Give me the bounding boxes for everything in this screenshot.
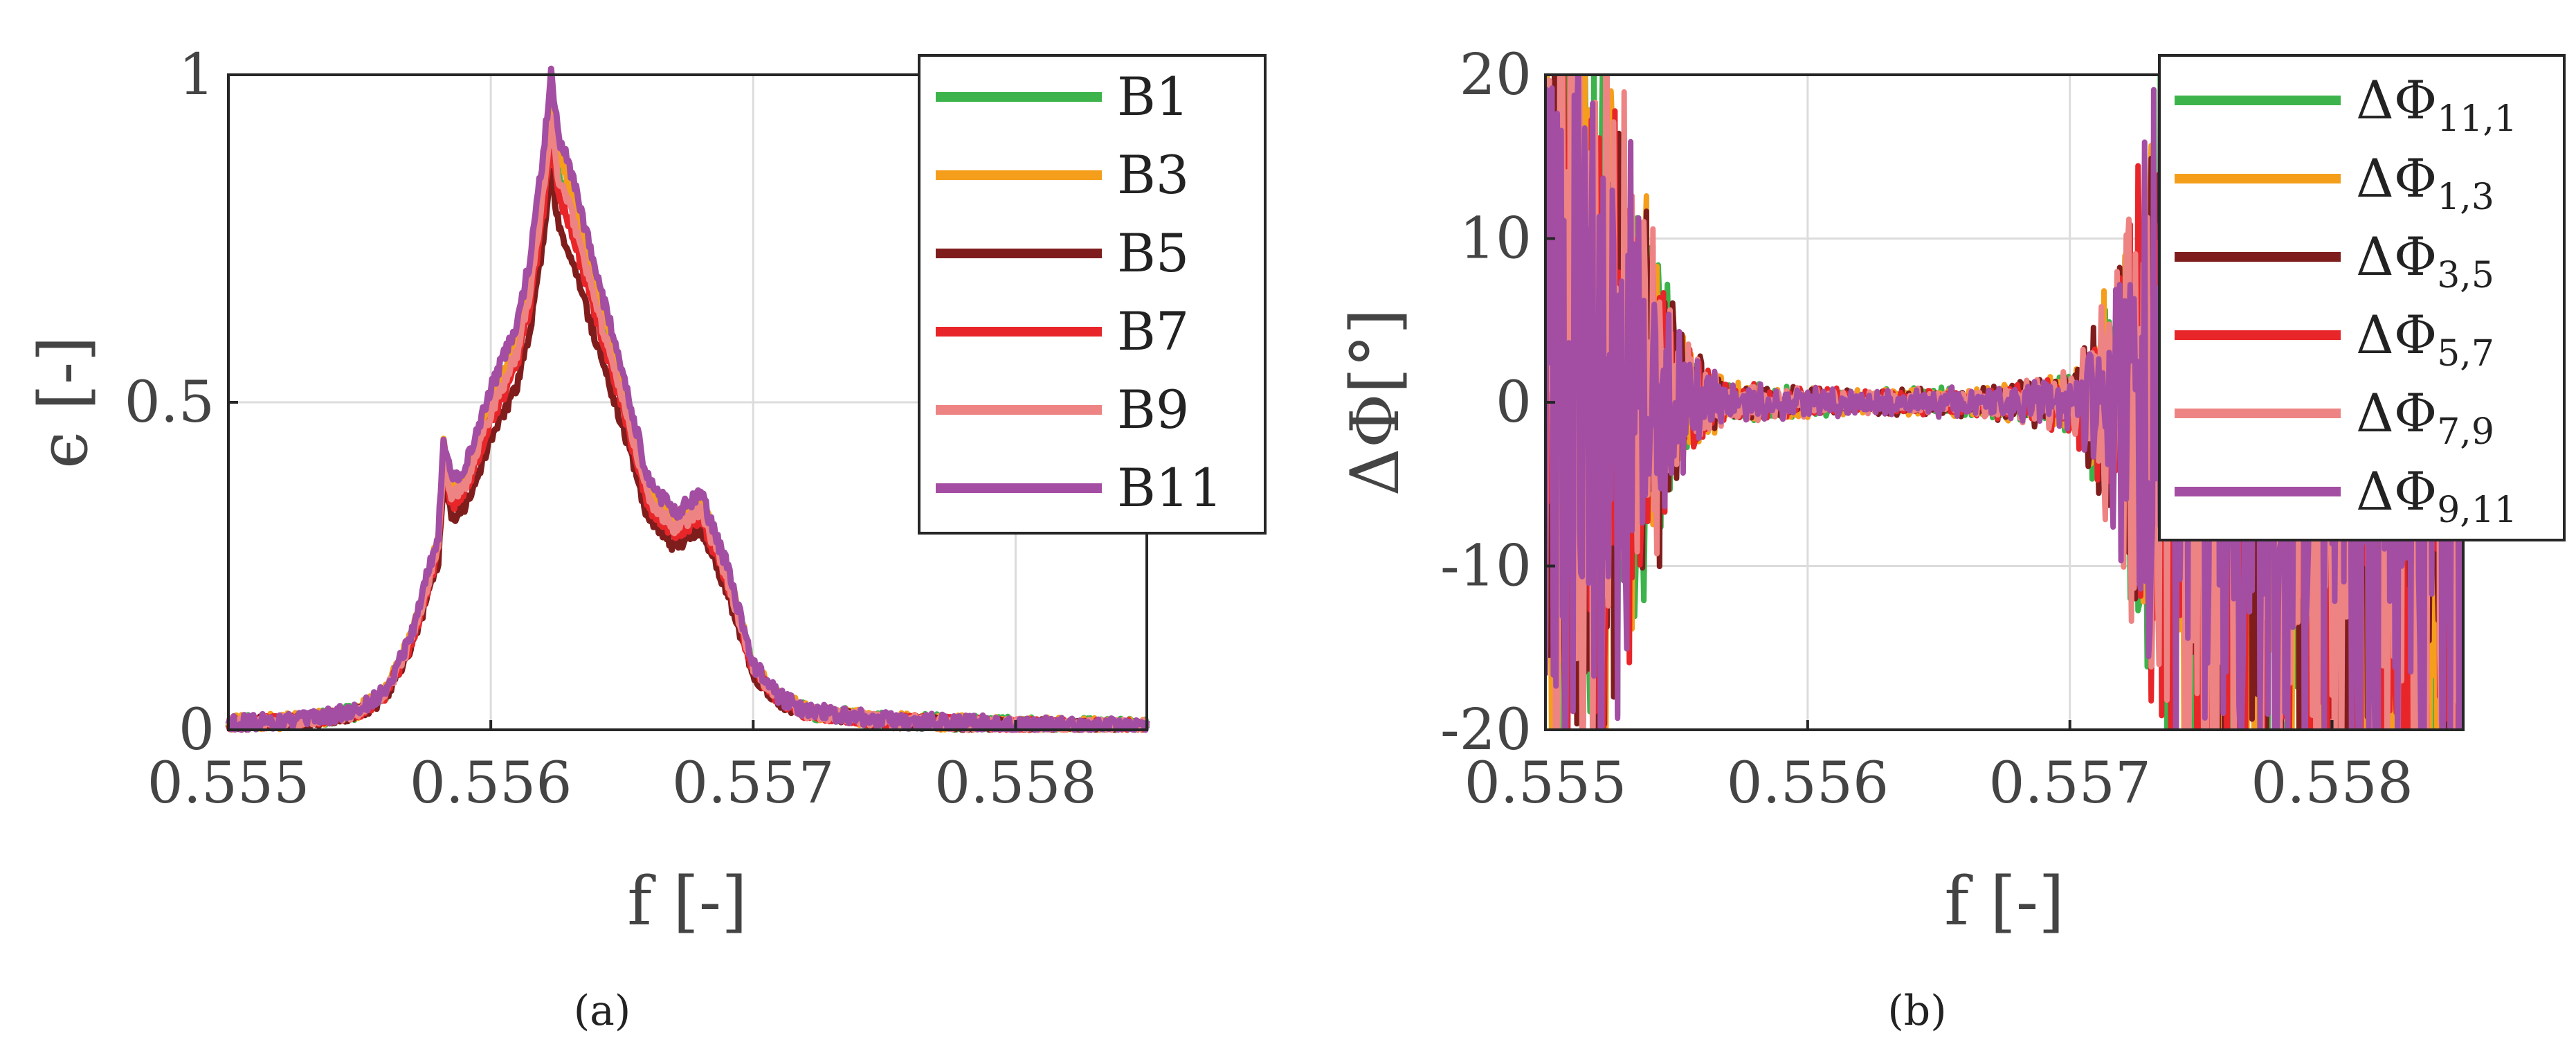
chart-b-xtick-label: 0.558 (2251, 751, 2413, 816)
chart-b-ytick-label: 10 (1460, 206, 1532, 272)
chart-a-ytick-label: 1 (179, 42, 215, 108)
chart-b: 0.555 0.556 0.557 0.558 20 10 0 -10 -20 ΔΦ[°] f … (1336, 42, 2566, 1035)
chart-a-legend-entry: B7 (1117, 301, 1189, 362)
chart-a-legend-entry: B9 (1117, 379, 1189, 440)
chart-a-ylabel: ϵ [-] (25, 336, 102, 469)
chart-a-ytick-label: 0 (179, 697, 215, 763)
chart-a-xtick-label: 0.556 (410, 751, 572, 816)
chart-b-ticks: 0.555 0.556 0.557 0.558 20 10 0 -10 -20 (1440, 42, 2413, 816)
chart-a-xlabel: f [-] (627, 863, 747, 940)
chart-b-legend-entry: ΔΦ5,7 (2356, 304, 2494, 375)
chart-b-legend-entry: ΔΦ9,11 (2356, 460, 2517, 531)
chart-a: 0.555 0.556 0.557 0.558 0 0.5 1 ϵ [-] f [-] (a… (25, 42, 1267, 1035)
chart-a-legend-entry: B1 (1117, 66, 1189, 127)
chart-b-ytick-label: 20 (1460, 42, 1532, 108)
chart-a-series-line (225, 65, 1150, 733)
chart-b-legend-entry: ΔΦ11,1 (2356, 69, 2517, 140)
chart-b-ylabel: ΔΦ[°] (1336, 309, 1414, 496)
chart-b-xtick-label: 0.557 (1988, 751, 2151, 816)
chart-a-legend: B1 B3 B5 B7 B9 B11 (918, 54, 1267, 535)
chart-a-xtick-label: 0.558 (934, 751, 1097, 816)
chart-a-series (225, 65, 1150, 733)
chart-a-xtick-label: 0.557 (672, 751, 835, 816)
chart-b-ytick-label: -20 (1440, 697, 1532, 763)
chart-a-panel-label: (a) (574, 987, 631, 1035)
chart-b-xtick-label: 0.556 (1726, 751, 1889, 816)
chart-a-ytick-label: 0.5 (125, 370, 215, 436)
chart-b-legend-entry: ΔΦ7,9 (2356, 382, 2494, 453)
chart-a-legend-entry: B5 (1117, 222, 1189, 284)
chart-a-xtick-label: 0.555 (147, 751, 310, 816)
chart-b-xtick-label: 0.555 (1464, 751, 1627, 816)
chart-b-panel-label: (b) (1887, 987, 1946, 1035)
chart-b-ytick-label: -10 (1440, 534, 1532, 600)
chart-b-legend-entry: ΔΦ1,3 (2356, 147, 2494, 218)
chart-a-legend-entry: B11 (1117, 457, 1223, 519)
chart-b-legend-entry: ΔΦ3,5 (2356, 226, 2494, 296)
chart-a-legend-entry: B3 (1117, 144, 1189, 206)
chart-b-xlabel: f [-] (1944, 863, 2064, 940)
chart-a-ticks: 0.555 0.556 0.557 0.558 0 0.5 1 (125, 42, 1097, 816)
chart-b-ytick-label: 0 (1496, 370, 1532, 436)
